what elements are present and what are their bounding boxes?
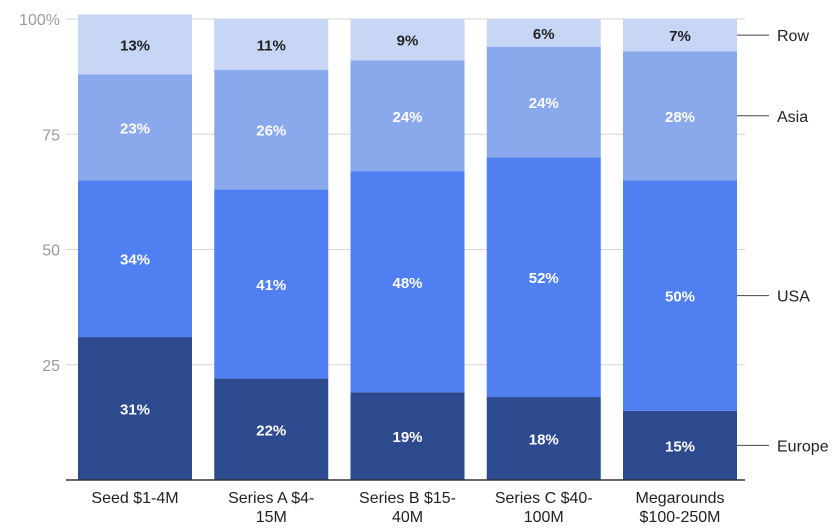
bar-segment-europe <box>350 392 465 480</box>
bar-segment-europe <box>78 337 192 480</box>
bar-segment-usa <box>214 189 329 379</box>
bar-segment-asia <box>623 51 737 181</box>
bar-segment-row <box>486 19 601 47</box>
bar-segment-asia <box>486 46 601 158</box>
bar-segment-usa <box>78 180 192 338</box>
x-category-label: Seed $1-4M <box>91 490 178 507</box>
y-tick-label: 50 <box>42 243 60 260</box>
y-tick-label: 25 <box>42 358 60 375</box>
x-category-label: Series C $40- 100M <box>495 490 593 526</box>
data-label: 50% <box>665 289 695 306</box>
data-label: 31% <box>120 402 150 419</box>
x-category-label-line: 100M <box>524 509 564 526</box>
bar-segment-europe <box>486 397 601 480</box>
legend: Europe USA Asia Row <box>737 28 829 455</box>
bar-segment-row <box>350 19 465 61</box>
data-label: 22% <box>256 422 286 439</box>
x-category-label: Series B $15- 40M <box>359 490 456 526</box>
bar-segment-europe <box>623 410 737 480</box>
bar-segment-row <box>78 14 192 75</box>
x-category-label-line: 15M <box>256 509 287 526</box>
data-label: 52% <box>529 270 559 287</box>
bar-segment-asia <box>78 74 192 181</box>
bar-segment-usa <box>623 180 737 411</box>
data-label: 26% <box>256 123 286 140</box>
data-label: 24% <box>529 95 559 112</box>
data-label: 41% <box>256 277 286 294</box>
bar-segment-row <box>623 19 737 52</box>
data-label: 23% <box>120 120 150 137</box>
bars: 31% 34% 23% 13% 22% 41% 26% 11% 19% 48% 24% 9% 18% 52… <box>78 14 737 480</box>
legend-label-usa: USA <box>777 289 810 306</box>
data-label: 11% <box>257 37 286 54</box>
x-category-label-line: Series B $15- <box>359 490 456 507</box>
data-label: 19% <box>392 429 422 446</box>
data-label: 18% <box>529 432 559 449</box>
x-category-label-line: Series C $40- <box>495 490 593 507</box>
legend-label-europe: Europe <box>777 438 829 455</box>
bar-segment-asia <box>350 60 465 172</box>
data-label: 6% <box>533 26 555 43</box>
y-tick-label: 100% <box>19 12 60 29</box>
data-label: 24% <box>392 109 422 126</box>
data-label: 13% <box>120 37 150 54</box>
data-label: 7% <box>669 28 691 45</box>
x-category-label-line: Seed $1-4M <box>91 490 178 507</box>
bar-segment-usa <box>350 171 465 393</box>
data-label: 15% <box>665 438 695 455</box>
bar-segment-usa <box>486 157 601 398</box>
bar-segment-row <box>214 19 329 70</box>
x-category-label-line: Megarounds <box>636 490 725 507</box>
data-label: 28% <box>665 109 695 126</box>
x-category-label-line: 40M <box>392 509 423 526</box>
bar-segment-asia <box>214 69 329 190</box>
x-category-label: Series A $4- 15M <box>228 490 314 526</box>
data-label: 48% <box>392 275 422 292</box>
data-label: 9% <box>397 33 419 50</box>
data-label: 34% <box>120 252 150 269</box>
bar-segment-europe <box>214 378 329 480</box>
legend-label-asia: Asia <box>777 109 808 126</box>
x-category-label: Megarounds $100-250M <box>636 490 725 526</box>
x-category-label-line: $100-250M <box>640 509 721 526</box>
y-tick-label: 75 <box>42 127 60 144</box>
legend-label-row: Row <box>777 28 809 45</box>
x-category-label-line: Series A $4- <box>228 490 314 507</box>
